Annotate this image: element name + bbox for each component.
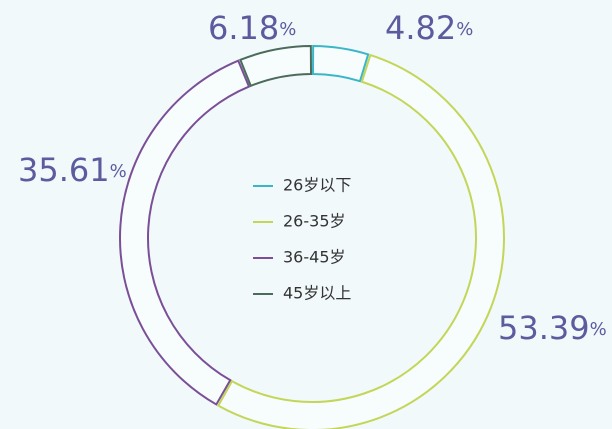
value-label: 35.61% (18, 151, 127, 189)
value-label: 6.18% (208, 9, 296, 47)
donut-segment (239, 44, 313, 88)
value-label: 53.39% (498, 309, 607, 347)
legend-label: 45岁以上 (283, 284, 351, 303)
legend-label: 26-35岁 (283, 212, 346, 231)
value-label: 4.82% (385, 9, 473, 47)
legend-label: 36-45岁 (283, 248, 346, 267)
donut-segment (216, 53, 505, 429)
donut-segment (311, 44, 370, 83)
donut-segment (119, 59, 251, 406)
legend-label: 26岁以下 (283, 176, 351, 195)
